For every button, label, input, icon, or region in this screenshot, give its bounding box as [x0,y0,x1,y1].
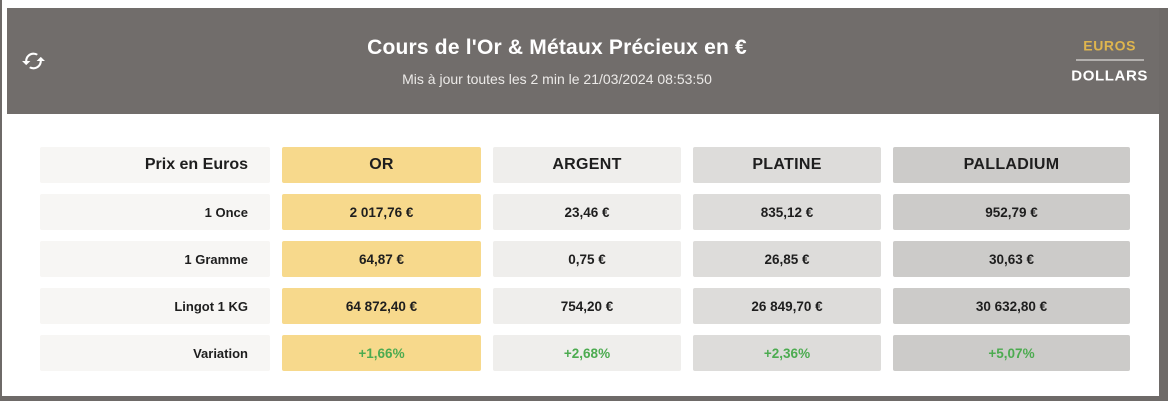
price-gramme-platine: 26,85 € [693,241,881,277]
currency-divider [1075,59,1144,61]
price-once-argent: 23,46 € [493,194,681,230]
price-gramme-or: 64,87 € [282,241,481,277]
price-gramme-argent: 0,75 € [493,241,681,277]
row-label-gramme: 1 Gramme [40,241,270,277]
variation-or: +1,66% [282,335,481,371]
window-edge-bottom [0,396,1168,401]
price-once-palladium: 952,79 € [893,194,1130,230]
col-header-argent: ARGENT [493,147,681,183]
refresh-icon [21,52,46,77]
col-header-or: OR [282,147,481,183]
window-edge-right [1159,8,1168,401]
price-once-or: 2 017,76 € [282,194,481,230]
variation-argent: +2,68% [493,335,681,371]
row-label-once: 1 Once [40,194,270,230]
table-corner-label: Prix en Euros [40,147,270,183]
price-lingot-or: 64 872,40 € [282,288,481,324]
widget-header: Cours de l'Or & Métaux Précieux en € Mis… [7,8,1159,114]
variation-palladium: +5,07% [893,335,1130,371]
col-header-platine: PLATINE [693,147,881,183]
price-gramme-palladium: 30,63 € [893,241,1130,277]
variation-platine: +2,36% [693,335,881,371]
price-lingot-argent: 754,20 € [493,288,681,324]
currency-option-euros[interactable]: EUROS [1083,37,1137,54]
refresh-button[interactable] [15,43,52,80]
price-once-platine: 835,12 € [693,194,881,230]
precious-metals-table: Prix en Euros OR ARGENT PLATINE PALLADIU… [40,147,1130,371]
currency-option-dollars[interactable]: DOLLARS [1071,67,1148,85]
currency-toggle: EUROS DOLLARS [1071,38,1148,85]
row-label-variation: Variation [40,335,270,371]
col-header-palladium: PALLADIUM [893,147,1130,183]
price-lingot-platine: 26 849,70 € [693,288,881,324]
row-label-lingot: Lingot 1 KG [40,288,270,324]
price-lingot-palladium: 30 632,80 € [893,288,1130,324]
page-title: Cours de l'Or & Métaux Précieux en € [367,35,747,59]
last-updated-text: Mis à jour toutes les 2 min le 21/03/202… [402,70,712,87]
window-edge-left [0,0,2,401]
